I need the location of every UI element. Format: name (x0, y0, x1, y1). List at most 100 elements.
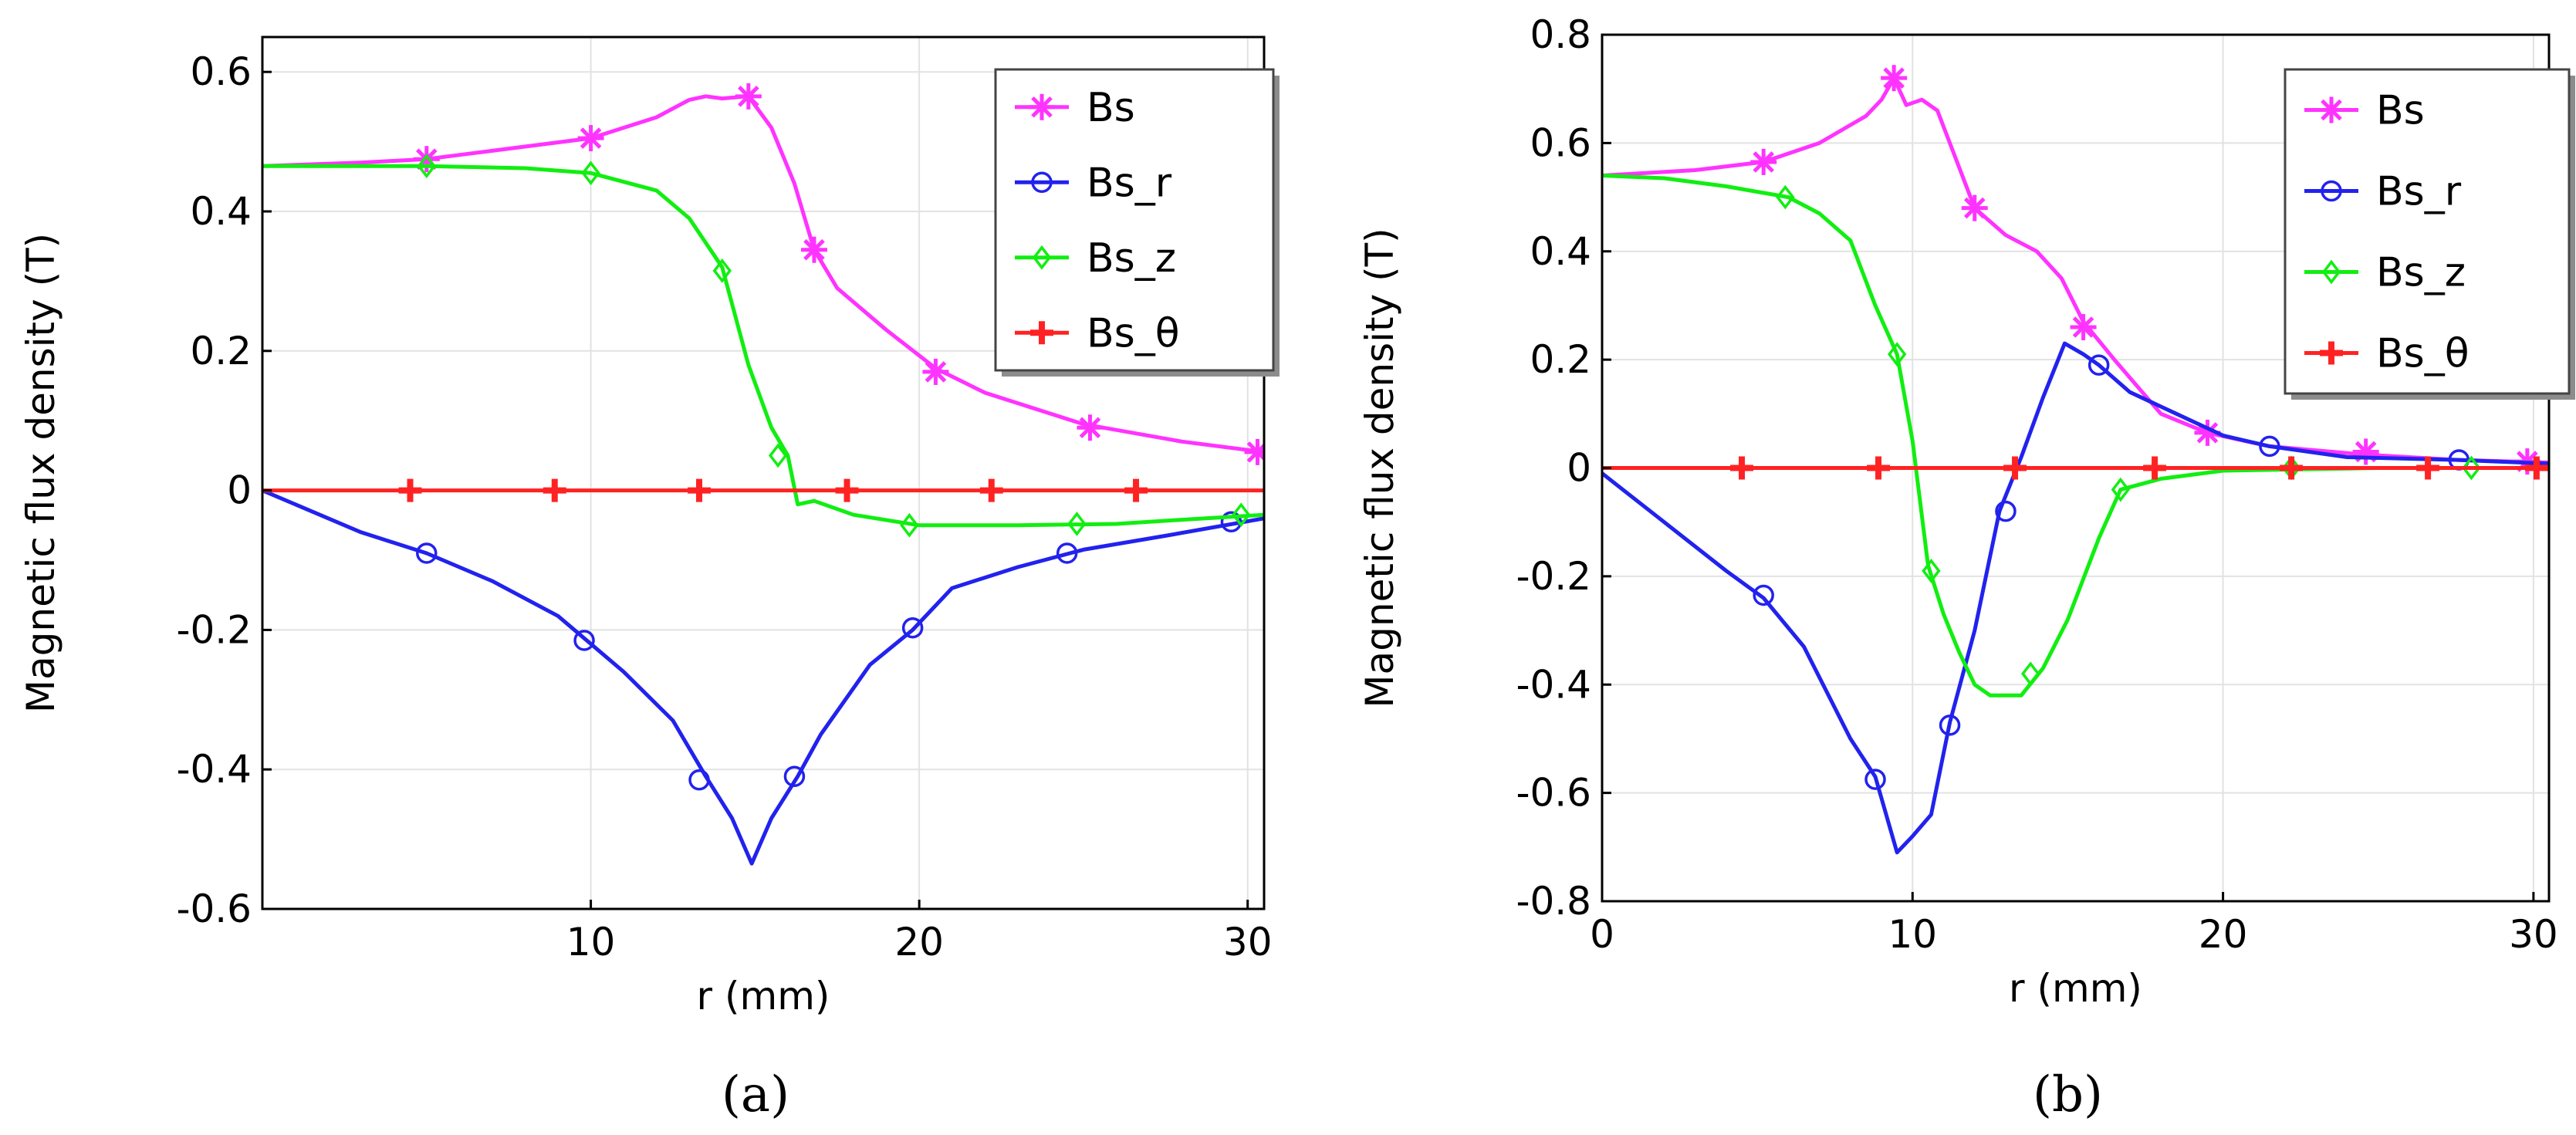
y-axis-label: Magnetic flux density (T) (1357, 228, 1402, 708)
data-point-marker (1056, 542, 1078, 564)
legend-label: Bs (2376, 88, 2425, 134)
data-point-marker (901, 616, 924, 639)
data-point-marker (581, 160, 600, 186)
series-line (1602, 341, 2549, 855)
data-point-marker (1750, 148, 1777, 175)
legend-label: Bs_r (2376, 169, 2462, 215)
data-point-marker (2462, 455, 2481, 481)
legend-label: Bs_z (2376, 250, 2466, 296)
series-bs_theta (1602, 456, 2549, 480)
axis-ticks: 10 20 30 -0.6 -0.4 -0.2 0 0.2 0.4 0.6 (176, 49, 1272, 964)
panel-caption-b: (b) (2033, 1066, 2103, 1123)
data-point-marker (1939, 714, 1961, 736)
y-tick-label: -0.4 (1516, 662, 1591, 707)
data-point-marker (2003, 456, 2027, 480)
y-axis-label: Magnetic flux density (T) (19, 233, 63, 713)
legend-swatch-marker (2318, 96, 2344, 123)
y-tick-label: 0.6 (1530, 120, 1591, 165)
y-tick-label: -0.8 (1516, 879, 1591, 924)
series-line (262, 488, 1264, 866)
series-line (1602, 174, 2549, 698)
legend-entry: Bs (2304, 88, 2425, 134)
y-tick-label: 0.2 (1530, 337, 1591, 382)
legend-entry: Bs_z (1015, 235, 1176, 282)
data-point-marker (900, 512, 919, 538)
data-point-marker (2280, 456, 2304, 480)
x-tick-label: 30 (1223, 920, 1273, 964)
data-point-marker (1887, 342, 1907, 367)
data-point-marker (1067, 512, 1087, 536)
data-point-marker (543, 478, 566, 502)
panel-caption-a: (a) (722, 1066, 789, 1123)
data-point-marker (688, 769, 710, 791)
data-point-marker (1864, 768, 1886, 790)
x-tick-label: 30 (2509, 912, 2558, 957)
y-tick-label: -0.2 (1516, 554, 1591, 599)
data-point-marker (1124, 478, 1148, 502)
data-point-marker (1776, 184, 1795, 210)
data-point-marker (2088, 354, 2110, 376)
y-tick-label: 0 (1567, 446, 1591, 491)
y-tick-label: 0.4 (1530, 229, 1591, 274)
x-axis-label: r (mm) (697, 974, 830, 1018)
data-point-marker (2111, 477, 2131, 502)
series-line (262, 94, 1264, 454)
data-point-marker (768, 443, 788, 468)
data-point-marker (577, 125, 604, 152)
data-point-marker (1995, 500, 2017, 522)
data-point-marker (1077, 414, 1104, 441)
series-bs_z (262, 154, 1264, 538)
legend-swatch-marker (1032, 245, 1052, 270)
data-point-marker (735, 83, 762, 110)
x-tick-label: 20 (894, 920, 944, 964)
data-series (1602, 65, 2549, 855)
legend: Bs Bs_r Bs_z Bs_θ (994, 68, 1280, 377)
legend-swatch-marker (1029, 93, 1055, 120)
data-point-marker (1730, 456, 1754, 480)
legend-label: Bs_θ (1087, 310, 1180, 356)
axis-ticks: 0 10 20 30 -0.8 -0.6 -0.4 -0.2 0 0.2 0.4 0.6 0.8 (1516, 12, 2557, 957)
data-point-marker (2143, 456, 2167, 480)
legend: Bs Bs_r Bs_z Bs_θ (2284, 68, 2575, 400)
legend-entry: Bs_θ (2304, 331, 2470, 377)
y-tick-label: -0.6 (176, 887, 252, 931)
legend-entry: Bs (1015, 85, 1135, 131)
data-point-marker (573, 630, 595, 651)
data-point-marker (413, 146, 440, 173)
legend-entry: Bs_r (1015, 160, 1172, 206)
x-tick-label: 10 (566, 920, 616, 964)
data-point-marker (783, 765, 806, 787)
data-point-marker (1244, 438, 1264, 465)
legend-label: Bs_θ (2376, 331, 2470, 377)
data-point-marker (979, 478, 1003, 502)
series-line (262, 164, 1264, 528)
legend-swatch-marker (2320, 341, 2343, 365)
x-axis-label: r (mm) (2009, 966, 2142, 1011)
data-point-marker (2416, 456, 2440, 480)
legend-box (2284, 68, 2571, 395)
legend-label: Bs_r (1087, 160, 1172, 206)
data-point-marker (800, 236, 827, 263)
x-tick-label: 10 (1888, 912, 1937, 957)
y-tick-label: 0.6 (190, 49, 252, 94)
data-point-marker (1220, 511, 1242, 533)
legend-entry: Bs_r (2304, 169, 2462, 215)
legend-swatch-marker (2321, 180, 2342, 202)
data-point-marker (416, 542, 438, 564)
legend-swatch-marker (1031, 171, 1053, 193)
legend-swatch-marker (1030, 321, 1053, 345)
data-point-marker (922, 358, 949, 385)
data-point-marker (1961, 194, 1988, 221)
data-point-marker (688, 478, 712, 502)
legend-entry: Bs_z (2304, 250, 2466, 296)
chart-panel-b: 0 10 20 30 -0.8 -0.6 -0.4 -0.2 0 0.2 0.4 0.6 0.8 Mag… (1357, 12, 2575, 1123)
data-point-marker (1922, 558, 1941, 583)
data-point-marker (398, 478, 422, 502)
legend-label: Bs_z (1087, 235, 1176, 282)
data-point-marker (417, 154, 436, 179)
y-tick-label: -0.4 (176, 747, 252, 792)
data-series (262, 83, 1264, 866)
y-tick-label: 0.8 (1530, 12, 1591, 57)
data-point-marker (2259, 435, 2280, 458)
data-point-marker (2352, 438, 2379, 465)
